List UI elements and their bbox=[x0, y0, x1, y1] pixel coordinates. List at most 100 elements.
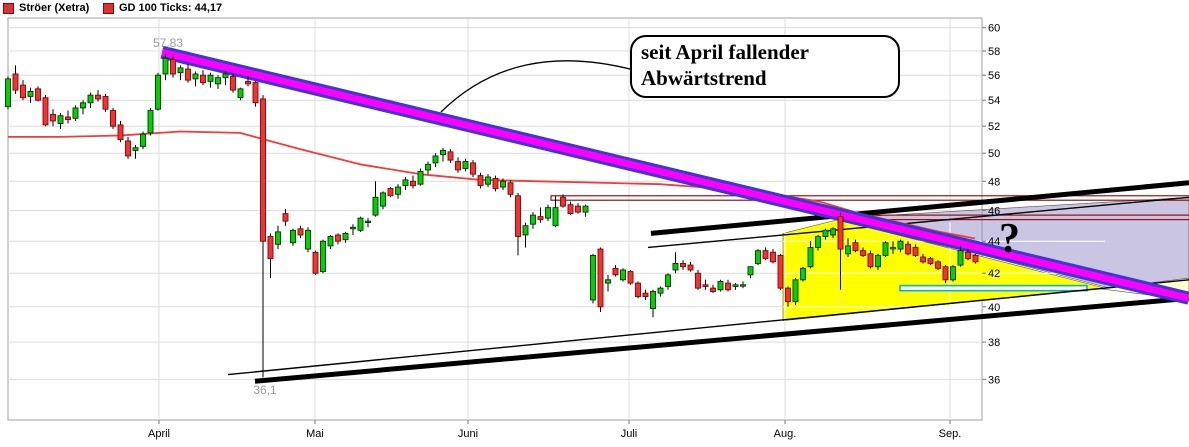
candle-body-up bbox=[657, 287, 664, 294]
candle-body-down bbox=[170, 58, 176, 75]
candle bbox=[822, 228, 829, 240]
candle-body-up bbox=[57, 115, 64, 125]
candle-body-down bbox=[852, 242, 859, 252]
candle-body-down bbox=[837, 216, 844, 250]
legend-item-gd100[interactable]: GD 100 Ticks: 44,17 bbox=[103, 2, 222, 14]
resistance-box-1 bbox=[550, 195, 1189, 201]
candle bbox=[815, 234, 821, 251]
candle-body-down bbox=[785, 287, 791, 303]
candle-body-down bbox=[110, 110, 116, 127]
candle bbox=[597, 247, 604, 312]
candle bbox=[755, 249, 761, 266]
candle bbox=[350, 224, 356, 235]
candle bbox=[267, 233, 274, 279]
candle bbox=[620, 268, 626, 282]
candle bbox=[500, 178, 506, 190]
candle-body-up bbox=[882, 242, 889, 256]
candle-body-up bbox=[552, 207, 559, 227]
y-tick-label: 44 bbox=[988, 236, 1000, 248]
y-tick-label: 52 bbox=[988, 121, 1000, 133]
candle bbox=[882, 241, 889, 258]
candle-body-up bbox=[665, 274, 671, 287]
candle-body-up bbox=[350, 226, 356, 230]
candle-body-down bbox=[612, 267, 619, 276]
candle bbox=[792, 278, 799, 306]
x-tick-label: Juli bbox=[621, 428, 638, 440]
annotation-bubble[interactable]: seit April fallender Abwärtstrend bbox=[630, 35, 900, 98]
y-tick-label: 60 bbox=[988, 23, 1000, 35]
candle-body-down bbox=[335, 234, 341, 242]
candle-body-up bbox=[620, 269, 626, 281]
thin-upper-resist bbox=[647, 196, 1189, 249]
candle bbox=[215, 75, 221, 89]
candle bbox=[42, 95, 49, 127]
candle-body-up bbox=[845, 245, 851, 255]
candle-body-up bbox=[132, 147, 139, 151]
candle bbox=[747, 266, 754, 279]
annotation-line2: Abwärtstrend bbox=[641, 66, 767, 91]
series-swatch-icon bbox=[103, 2, 114, 14]
candle-body-down bbox=[965, 251, 971, 260]
candle bbox=[260, 95, 266, 378]
swing-label: 57,83 bbox=[153, 36, 183, 50]
candle bbox=[837, 212, 844, 290]
candle-body-up bbox=[950, 266, 956, 281]
candle-body-up bbox=[822, 229, 829, 237]
x-tick-label: Sep. bbox=[939, 428, 962, 440]
candle-body-up bbox=[522, 225, 529, 236]
candle-body-up bbox=[740, 284, 746, 287]
candle-body-up bbox=[417, 170, 424, 185]
candle bbox=[522, 222, 529, 248]
candle bbox=[672, 252, 679, 274]
candle-body-down bbox=[95, 94, 101, 100]
support-box bbox=[899, 284, 1088, 292]
candle bbox=[702, 279, 709, 290]
candle bbox=[762, 247, 769, 261]
candle bbox=[710, 284, 716, 294]
candle-body-down bbox=[575, 205, 581, 213]
candle-body-up bbox=[162, 57, 169, 75]
candle bbox=[147, 107, 154, 136]
candle bbox=[575, 203, 581, 214]
candle-body-down bbox=[200, 74, 206, 84]
candle bbox=[582, 204, 589, 217]
candle bbox=[935, 260, 941, 270]
thick-upper-resist bbox=[650, 180, 1189, 236]
candle-body-down bbox=[920, 256, 926, 263]
x-tick-label: April bbox=[148, 428, 170, 440]
candle bbox=[305, 227, 311, 253]
candle-body-up bbox=[545, 207, 551, 219]
candle-body-down bbox=[972, 254, 979, 263]
candle bbox=[477, 172, 484, 189]
candle bbox=[875, 253, 881, 270]
candle bbox=[605, 274, 611, 292]
candle-body-down bbox=[687, 264, 694, 271]
candle bbox=[665, 273, 671, 290]
candle bbox=[867, 250, 874, 269]
candle-body-up bbox=[815, 236, 821, 248]
candle bbox=[207, 72, 214, 88]
candle bbox=[95, 90, 101, 102]
candle bbox=[965, 249, 971, 261]
candle bbox=[657, 286, 664, 297]
y-tick-label: 50 bbox=[988, 148, 1000, 160]
candle bbox=[492, 175, 499, 192]
candle-body-up bbox=[485, 176, 491, 185]
candle bbox=[222, 71, 229, 86]
candle-body-up bbox=[327, 236, 334, 247]
candle bbox=[65, 110, 71, 124]
candle bbox=[297, 225, 304, 239]
candle bbox=[237, 87, 244, 101]
candle bbox=[192, 71, 199, 87]
candle bbox=[470, 160, 476, 178]
candle-body-up bbox=[590, 254, 596, 301]
candle bbox=[290, 228, 296, 246]
candle bbox=[402, 177, 409, 190]
candle bbox=[245, 76, 251, 87]
legend-item-stroeer[interactable]: Ströer (Xetra) bbox=[3, 2, 89, 14]
candle bbox=[905, 241, 911, 256]
candle-body-up bbox=[80, 102, 86, 109]
candle-body-down bbox=[470, 162, 476, 175]
candle-body-down bbox=[867, 253, 874, 268]
x-tick-label: Aug. bbox=[774, 428, 797, 440]
